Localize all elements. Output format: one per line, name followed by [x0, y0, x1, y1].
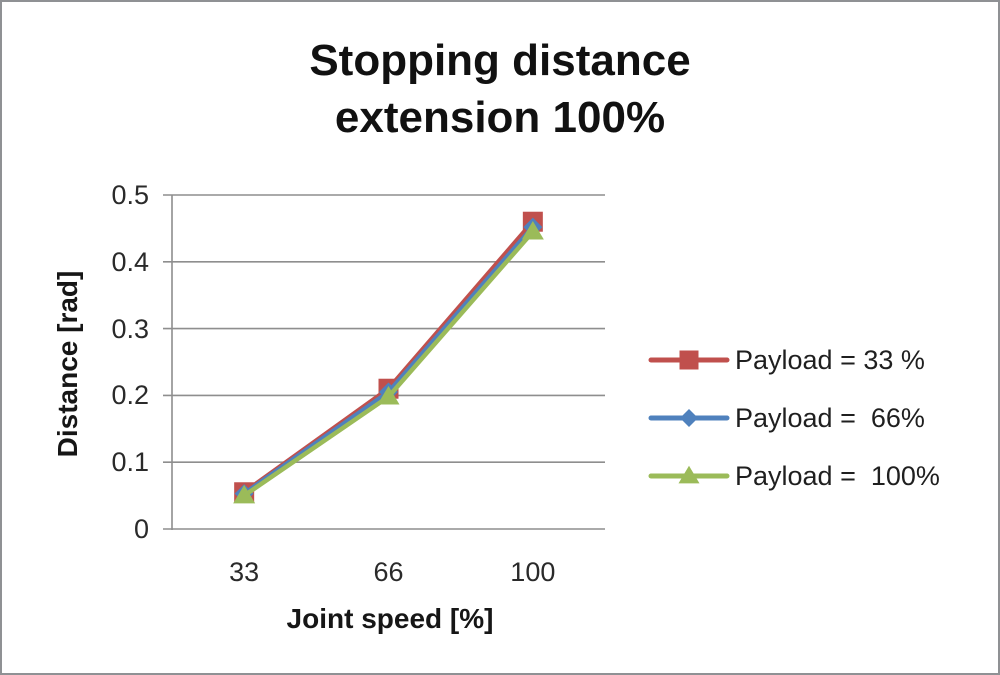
data-point-marker	[377, 386, 400, 405]
legend-marker-triangle	[678, 465, 700, 484]
chart-title-line1: Stopping distance	[309, 36, 691, 85]
legend-label: Payload = 66%	[735, 402, 925, 433]
data-point-marker	[521, 221, 544, 240]
data-point-marker	[233, 484, 256, 504]
x-tick-label: 66	[373, 557, 404, 587]
y-tick-label: 0	[133, 514, 149, 544]
x-tick-label: 33	[229, 557, 260, 587]
legend-marker-square	[679, 350, 699, 370]
x-tick-label: 100	[510, 557, 556, 587]
y-tick-label: 0.5	[111, 180, 149, 210]
legend-entry: Payload = 33 %	[648, 342, 925, 378]
legend-key-square-icon	[648, 350, 730, 370]
chart-title: Stopping distance extension 100%	[2, 32, 998, 146]
legend-label: Payload = 33 %	[735, 344, 925, 375]
x-axis-title: Joint speed [%]	[286, 603, 494, 634]
y-tick-label: 0.4	[111, 246, 149, 277]
legend-key-diamond-icon	[648, 409, 730, 427]
legend-entry: Payload = 66%	[648, 400, 925, 436]
y-axis-title: Distance [rad]	[52, 270, 83, 458]
legend-entry: Payload = 100%	[648, 458, 940, 494]
legend-marker-diamond	[680, 409, 698, 427]
y-tick-label: 0.3	[111, 313, 149, 344]
y-tick-label: 0.1	[111, 447, 149, 478]
legend-label: Payload = 100%	[735, 460, 940, 491]
y-tick-label: 0.2	[111, 380, 149, 411]
chart-title-line2: extension 100%	[334, 93, 666, 142]
series-line	[241, 224, 536, 496]
legend-key-triangle-icon	[648, 465, 730, 484]
